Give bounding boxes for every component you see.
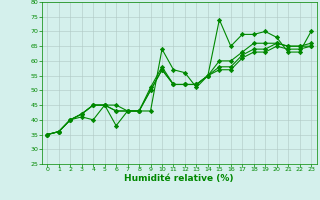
X-axis label: Humidité relative (%): Humidité relative (%) bbox=[124, 174, 234, 183]
